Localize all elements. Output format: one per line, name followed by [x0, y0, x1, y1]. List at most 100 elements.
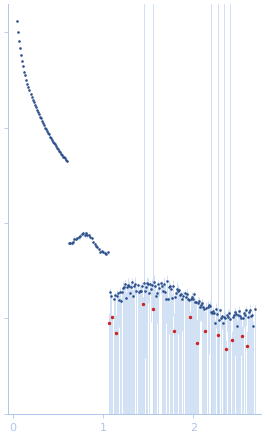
Point [82, 231, 87, 238]
Point [211, 307, 215, 314]
Point [18, 45, 23, 52]
Point [143, 288, 147, 295]
Point [252, 305, 257, 312]
Point [207, 302, 212, 309]
Point [235, 323, 239, 329]
Point [179, 291, 184, 298]
Point [133, 280, 138, 287]
Point [128, 290, 132, 297]
Point [248, 307, 253, 314]
Point [84, 230, 88, 237]
Point [68, 239, 72, 246]
Point [205, 304, 210, 311]
Point [215, 310, 219, 317]
Point [38, 113, 42, 120]
Point [25, 80, 30, 87]
Point [190, 293, 194, 300]
Point [123, 281, 127, 288]
Point [202, 305, 206, 312]
Point [85, 232, 90, 239]
Point [65, 158, 69, 165]
Point [36, 108, 40, 115]
Point [239, 315, 243, 322]
Point [181, 292, 186, 299]
Point [213, 319, 217, 326]
Point [197, 297, 201, 304]
Point [34, 107, 39, 114]
Point [105, 249, 110, 256]
Point [110, 314, 114, 321]
Point [178, 291, 183, 298]
Point [95, 243, 100, 250]
Point [173, 294, 177, 301]
Point [191, 295, 195, 302]
Point [117, 296, 121, 303]
Point [74, 235, 78, 242]
Point [188, 314, 192, 321]
Point [180, 296, 184, 303]
Point [219, 315, 223, 322]
Point [161, 288, 165, 295]
Point [130, 278, 134, 285]
Point [174, 289, 178, 296]
Point [156, 281, 161, 288]
Point [182, 289, 187, 296]
Point [122, 283, 126, 290]
Point [32, 98, 36, 105]
Point [109, 292, 113, 299]
Point [26, 83, 30, 90]
Point [232, 311, 236, 318]
Point [46, 129, 50, 136]
Point [16, 29, 20, 36]
Point [71, 238, 75, 245]
Point [184, 291, 189, 298]
Point [172, 327, 176, 334]
Point [203, 327, 207, 334]
Point [189, 296, 193, 303]
Point [107, 319, 112, 326]
Point [238, 312, 242, 319]
Point [132, 283, 136, 290]
Point [139, 287, 143, 294]
Point [53, 141, 57, 148]
Point [51, 138, 55, 145]
Point [23, 72, 28, 79]
Point [116, 290, 120, 297]
Point [236, 312, 240, 319]
Point [126, 281, 130, 288]
Point [220, 313, 224, 320]
Point [149, 285, 153, 292]
Point [30, 96, 35, 103]
Point [129, 284, 133, 291]
Point [164, 296, 168, 303]
Point [227, 310, 232, 317]
Point [49, 135, 53, 142]
Point [166, 295, 170, 302]
Point [165, 278, 169, 285]
Point [47, 131, 51, 138]
Point [90, 235, 94, 242]
Point [88, 234, 92, 241]
Point [92, 241, 97, 248]
Point [223, 314, 227, 321]
Point [120, 288, 124, 295]
Point [153, 283, 157, 290]
Point [250, 312, 255, 319]
Point [241, 314, 245, 321]
Point [228, 316, 233, 323]
Point [222, 314, 226, 321]
Point [226, 313, 231, 320]
Point [204, 304, 209, 311]
Point [199, 302, 203, 309]
Point [209, 309, 213, 316]
Point [196, 299, 200, 306]
Point [121, 285, 125, 292]
Point [244, 306, 248, 313]
Point [247, 308, 251, 315]
Point [224, 345, 228, 352]
Point [48, 133, 52, 140]
Point [162, 280, 166, 287]
Point [39, 118, 44, 125]
Point [210, 310, 214, 317]
Point [43, 124, 47, 131]
